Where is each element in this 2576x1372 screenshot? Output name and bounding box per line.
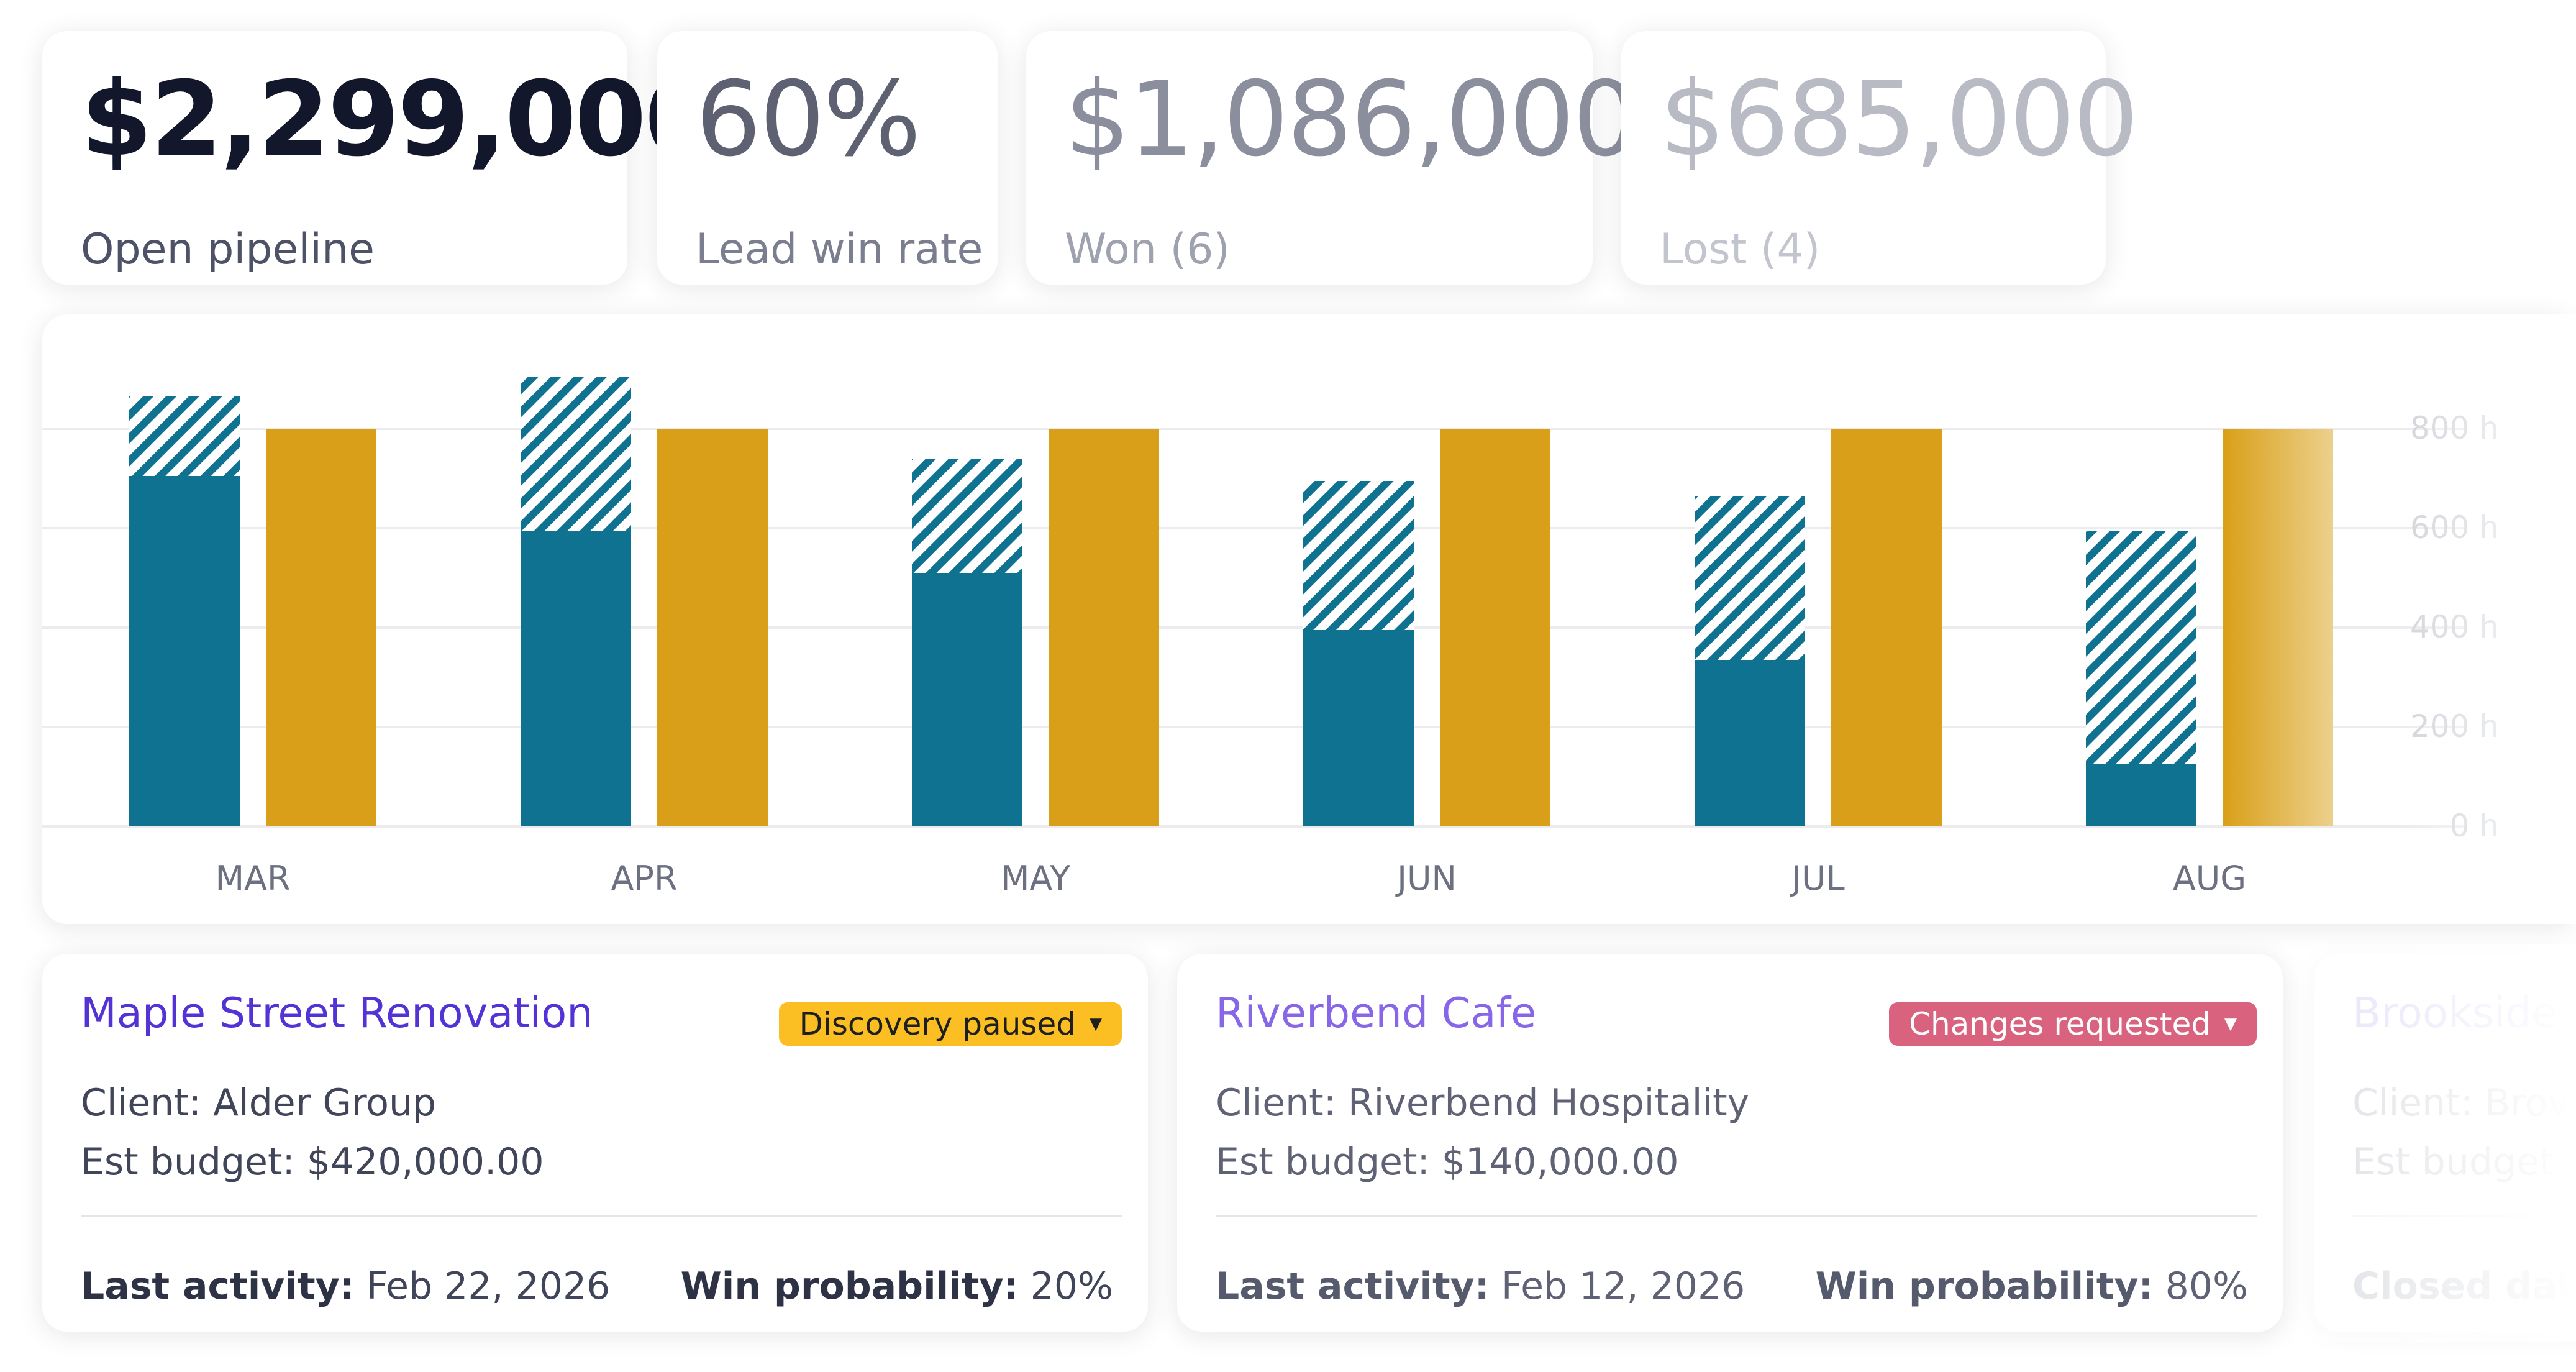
deal-title[interactable]: Brookside xyxy=(2352,989,2558,1037)
stat-card-lost[interactable]: $685,000 Lost (4) xyxy=(1621,31,2139,285)
bar-capacity xyxy=(266,429,376,826)
bar-booked xyxy=(129,476,240,826)
x-tick-label: MAY xyxy=(1001,859,1071,898)
bar-booked xyxy=(912,573,1022,826)
stat-label: Open pipeline xyxy=(81,225,375,274)
stat-label: Lead win rate xyxy=(696,225,983,274)
chevron-down-icon: ▼ xyxy=(2224,1015,2237,1033)
deal-title[interactable]: Maple Street Renovation xyxy=(81,989,593,1037)
divider xyxy=(1216,1215,2257,1217)
capacity-chart: 800 h 600 h 400 h 200 h 0 h MAR APR MAY JUN JUL AU… xyxy=(42,377,2499,898)
divider xyxy=(81,1215,1122,1217)
stat-value: 60% xyxy=(696,60,921,180)
deal-title[interactable]: Riverbend Cafe xyxy=(1216,989,1537,1037)
deal-card[interactable]: Brookside Client: Brov Est budget Closed… xyxy=(2314,954,2576,1332)
status-label: Discovery paused xyxy=(799,1006,1076,1042)
win-probability: Win probability: 20% xyxy=(681,1268,1113,1305)
bar-tentative xyxy=(129,396,240,476)
bar-booked xyxy=(521,531,631,826)
deal-budget: Est budget xyxy=(2352,1140,2554,1184)
capacity-chart-card: 800 h 600 h 400 h 200 h 0 h MAR APR MAY JUN JUL AU… xyxy=(42,314,2576,924)
y-tick-label: 400 h xyxy=(2410,609,2499,645)
stat-card-lead-win-rate[interactable]: 60% Lead win rate xyxy=(657,31,998,285)
win-probability: Win probability: 80% xyxy=(1816,1268,2248,1305)
x-tick-label: JUL xyxy=(1790,859,1845,898)
stat-card-open-pipeline[interactable]: $2,299,000 Open pipeline xyxy=(42,31,716,285)
stat-label: Won (6) xyxy=(1065,225,1230,274)
bar-tentative xyxy=(521,377,631,531)
last-activity-value: Feb 22, 2026 xyxy=(366,1265,611,1308)
bar-capacity xyxy=(1440,429,1550,826)
x-tick-label: APR xyxy=(611,859,677,898)
bar-booked xyxy=(2086,764,2196,826)
stat-value: $2,299,000 xyxy=(81,60,716,180)
deal-client: Client: Riverbend Hospitality xyxy=(1216,1081,1750,1125)
win-probability-value: 20% xyxy=(1030,1265,1113,1308)
deal-client: Client: Alder Group xyxy=(81,1081,437,1125)
win-probability-value: 80% xyxy=(2165,1265,2248,1308)
bar-tentative xyxy=(1695,496,1805,660)
x-tick-label: JUN xyxy=(1395,859,1457,898)
y-tick-label: 0 h xyxy=(2450,808,2499,844)
stat-label: Lost (4) xyxy=(1660,225,1821,274)
bar-tentative xyxy=(912,459,1022,573)
last-activity: Last activity: Feb 12, 2026 xyxy=(1216,1268,1745,1305)
bar-tentative xyxy=(2086,531,2196,764)
last-activity-value: Feb 12, 2026 xyxy=(1501,1265,1745,1308)
divider xyxy=(2352,1215,2576,1217)
bar-booked xyxy=(1303,630,1414,826)
deal-budget: Est budget: $140,000.00 xyxy=(1216,1140,1679,1184)
deal-card[interactable]: Maple Street Renovation Discovery paused… xyxy=(42,954,1148,1332)
status-label: Changes requested xyxy=(1909,1006,2211,1042)
y-tick-label: 200 h xyxy=(2410,708,2499,744)
stat-value: $1,086,000 xyxy=(1065,60,1638,180)
stat-card-won[interactable]: $1,086,000 Won (6) xyxy=(1026,31,1638,285)
status-dropdown[interactable]: Changes requested ▼ xyxy=(1889,1002,2257,1046)
bar-tentative xyxy=(1303,481,1414,630)
win-probability-label: Win probability: xyxy=(1815,1265,2154,1308)
y-tick-label: 800 h xyxy=(2410,410,2499,446)
bar-capacity xyxy=(1831,429,1942,826)
deal-card[interactable]: Riverbend Cafe Changes requested ▼ Clien… xyxy=(1177,954,2283,1332)
stat-value: $685,000 xyxy=(1660,60,2139,180)
deal-client: Client: Brov xyxy=(2352,1081,2570,1125)
last-activity-label: Last activity: xyxy=(1216,1265,1490,1308)
win-probability-label: Win probability: xyxy=(680,1265,1019,1308)
x-tick-label: AUG xyxy=(2173,859,2246,898)
status-dropdown[interactable]: Discovery paused ▼ xyxy=(779,1002,1122,1046)
deal-budget: Est budget: $420,000.00 xyxy=(81,1140,544,1184)
bar-booked xyxy=(1695,660,1805,826)
closed-date: Closed date xyxy=(2352,1265,2576,1308)
y-tick-label: 600 h xyxy=(2410,510,2499,546)
bar-capacity xyxy=(1049,429,1159,826)
chevron-down-icon: ▼ xyxy=(1090,1015,1102,1033)
last-activity: Last activity: Feb 22, 2026 xyxy=(81,1268,610,1305)
x-tick-label: MAR xyxy=(215,859,290,898)
last-activity-label: Last activity: xyxy=(81,1265,355,1308)
bar-capacity xyxy=(657,429,768,826)
bar-capacity xyxy=(2223,429,2333,826)
